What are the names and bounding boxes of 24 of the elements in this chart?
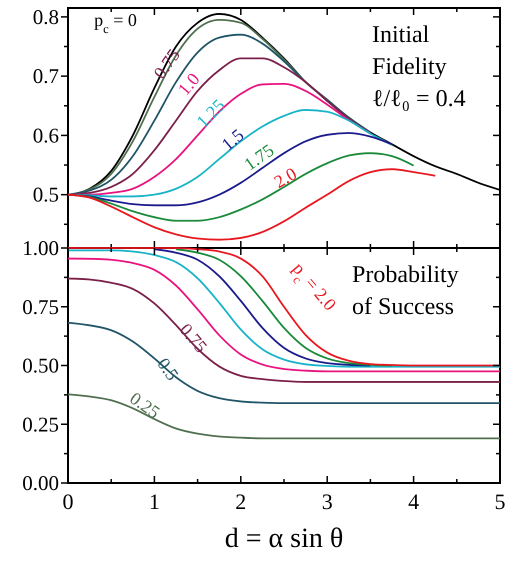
y-tick-label: 0.5 bbox=[32, 182, 59, 207]
y-tick-label: 1.00 bbox=[22, 236, 59, 260]
y-tick-label: 0.75 bbox=[22, 294, 59, 319]
y-tick-label: 0.00 bbox=[22, 471, 59, 495]
x-tick-label: 2 bbox=[235, 489, 246, 514]
annotation: Initial bbox=[372, 22, 430, 48]
line-series bbox=[67, 394, 501, 440]
y-tick-label: 0.8 bbox=[32, 4, 59, 29]
annotation: of Success bbox=[352, 294, 454, 320]
y-tick-label: 0.6 bbox=[32, 123, 59, 148]
y-tick-label: 0.50 bbox=[22, 354, 59, 378]
annotation: Fidelity bbox=[372, 54, 447, 80]
x-axis-title: d = α sin θ bbox=[224, 523, 344, 554]
text: 0.25 bbox=[126, 388, 164, 422]
x-tick-label: 3 bbox=[322, 489, 333, 514]
x-tick-label: 4 bbox=[408, 489, 420, 514]
annotation: Probability bbox=[352, 262, 459, 288]
x-tick-label: 0 bbox=[62, 489, 74, 514]
y-tick-label: 0.7 bbox=[32, 64, 59, 88]
x-tick-label: 1 bbox=[148, 489, 160, 514]
legend-label: p$_{c}$ = 0 bbox=[94, 10, 137, 36]
y-tick-label: 0.25 bbox=[22, 412, 59, 436]
annotation: ℓ/ℓ₀ = 0.4 bbox=[372, 86, 466, 112]
x-tick-label: 5 bbox=[494, 489, 506, 514]
